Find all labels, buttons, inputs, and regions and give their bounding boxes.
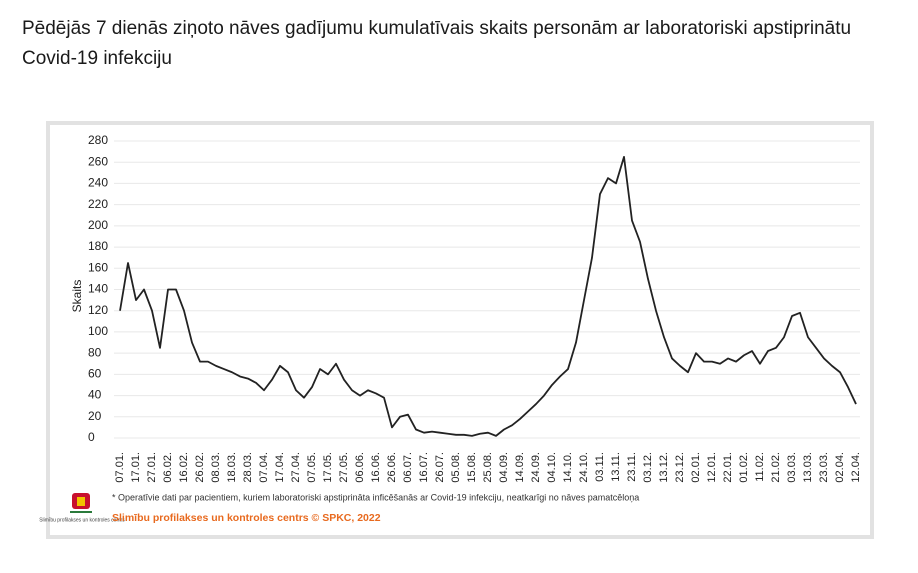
x-tick-label: 03.12.: [642, 452, 654, 483]
x-tick-label: 06.07.: [402, 452, 414, 483]
logo-text: Slimību profilakses un kontroles centrs: [39, 517, 125, 523]
page-title: Pēdējās 7 dienās ziņoto nāves gadījumu k…: [22, 18, 852, 69]
y-tick-label: 100: [88, 324, 108, 338]
x-tick-label: 07.05.: [306, 452, 318, 483]
x-tick-label: 03.11.: [594, 452, 606, 482]
x-tick-label: 16.02.: [178, 452, 190, 483]
x-tick-label: 08.03.: [210, 452, 222, 483]
footnote: * Operatīvie dati par pacientiem, kuriem…: [112, 492, 639, 502]
x-tick-label: 26.07.: [434, 452, 446, 483]
y-tick-label: 0: [88, 430, 95, 444]
x-tick-label: 25.08.: [482, 452, 494, 483]
x-tick-label: 27.05.: [338, 452, 350, 483]
y-tick-label: 40: [88, 388, 102, 402]
y-tick-label: 120: [88, 303, 108, 317]
x-tick-label: 04.09.: [498, 452, 510, 483]
x-tick-label: 15.08.: [466, 452, 478, 483]
x-tick-label: 26.06.: [386, 452, 398, 483]
y-tick-label: 220: [88, 197, 108, 211]
x-tick-label: 18.03.: [226, 452, 238, 483]
x-tick-label: 17.05.: [322, 452, 334, 483]
x-tick-label: 06.06.: [354, 452, 366, 483]
y-axis-label: Skaits: [70, 280, 84, 313]
x-tick-label: 03.03.: [786, 452, 798, 483]
x-tick-label: 22.01.: [722, 452, 734, 483]
y-tick-label: 260: [88, 154, 108, 168]
x-tick-label: 27.04.: [290, 452, 302, 483]
source: Slimību profilakses un kontroles centrs …: [112, 512, 381, 524]
x-tick-label: 02.01.: [690, 452, 702, 483]
y-tick-label: 240: [88, 176, 108, 190]
x-tick-label: 05.08.: [450, 452, 462, 483]
x-tick-label: 14.09.: [514, 452, 526, 483]
x-tick-label: 14.10.: [562, 452, 574, 483]
x-tick-label: 11.02.: [754, 452, 766, 482]
y-tick-label: 200: [88, 218, 108, 232]
x-tick-label: 26.02.: [194, 452, 206, 483]
y-tick-label: 140: [88, 282, 108, 296]
x-tick-label: 13.11.: [610, 452, 622, 482]
x-tick-label: 01.02.: [738, 452, 750, 483]
x-tick-label: 04.10.: [546, 452, 558, 483]
x-tick-label: 16.07.: [418, 452, 430, 483]
y-tick-label: 280: [88, 133, 108, 147]
y-tick-label: 60: [88, 367, 102, 381]
x-tick-label: 23.03.: [818, 452, 830, 483]
x-tick-label: 07.04.: [258, 452, 270, 483]
y-tick-label: 180: [88, 239, 108, 253]
x-tick-label: 24.09.: [530, 452, 542, 483]
logo: [70, 493, 92, 513]
x-tick-label: 23.11.: [626, 452, 638, 482]
x-tick-label: 17.01.: [130, 452, 142, 483]
x-tick-label: 13.03.: [802, 452, 814, 483]
y-tick-label: 20: [88, 409, 102, 423]
x-tick-label: 07.01.: [114, 452, 126, 483]
x-tick-label: 02.04.: [834, 452, 846, 483]
x-tick-label: 27.01.: [146, 452, 158, 483]
x-tick-label: 17.04.: [274, 452, 286, 483]
x-tick-label: 12.04.: [850, 452, 862, 483]
chart-frame: [46, 121, 874, 539]
y-tick-label: 160: [88, 260, 108, 274]
x-tick-label: 16.06.: [370, 452, 382, 483]
x-tick-label: 12.01.: [706, 452, 718, 483]
x-tick-label: 28.03.: [242, 452, 254, 483]
y-tick-label: 80: [88, 345, 102, 359]
x-tick-label: 23.12.: [674, 452, 686, 483]
x-tick-label: 21.02.: [770, 452, 782, 483]
x-tick-label: 06.02.: [162, 452, 174, 483]
x-tick-label: 13.12.: [658, 452, 670, 483]
x-tick-label: 24.10.: [578, 452, 590, 483]
data-line: [119, 156, 857, 437]
